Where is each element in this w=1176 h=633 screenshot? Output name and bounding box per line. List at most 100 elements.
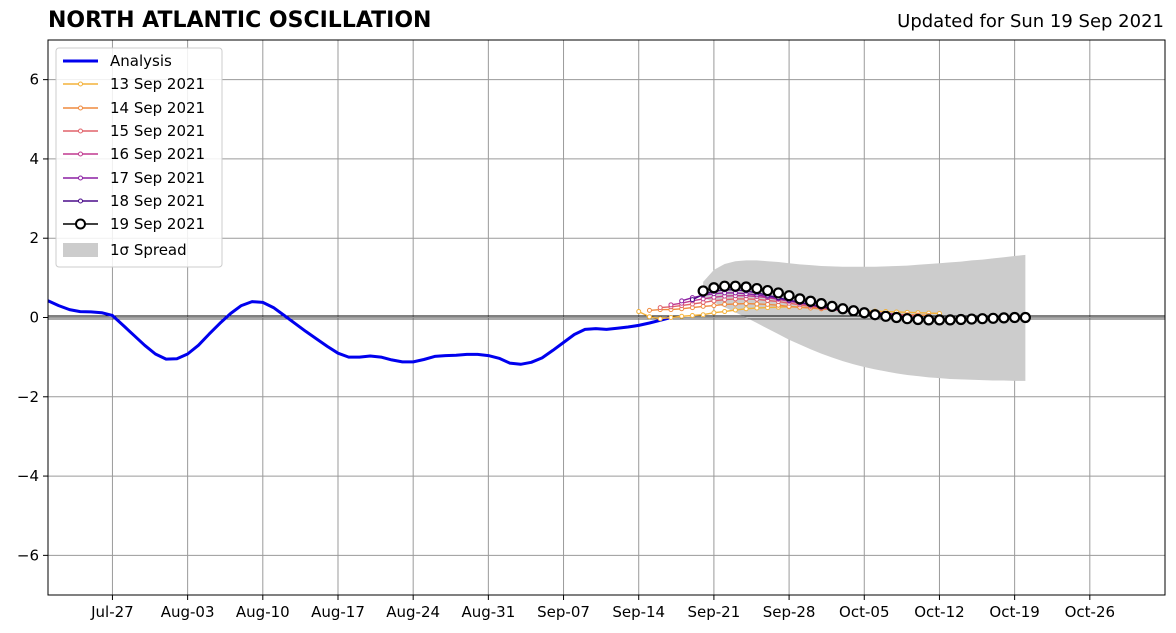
forecast-point (804, 295, 817, 307)
legend-label: 15 Sep 2021 (110, 122, 205, 140)
legend-entry: Analysis (63, 52, 172, 70)
x-tick-label: Aug-17 (311, 603, 365, 621)
legend-label: 19 Sep 2021 (110, 215, 205, 233)
axis-ticks: Jul-27 Aug-03 Aug-10 Aug-17 Aug-24 Aug-31 Sep-… (17, 39, 1166, 621)
legend-marker (78, 198, 83, 204)
plot-frame (47, 39, 1166, 596)
legend-box (55, 47, 223, 268)
x-tick-label: Oct-12 (914, 603, 964, 621)
updated-date: Updated for Sun 19 Sep 2021 (897, 11, 1164, 32)
legend-marker (75, 218, 86, 230)
legend-label: 13 Sep 2021 (110, 75, 205, 93)
legend-entry: 16 Sep 2021 (63, 145, 205, 163)
forecast-point (708, 282, 720, 294)
x-tick-label: Oct-19 (989, 603, 1039, 621)
x-tick-label: Jul-27 (90, 603, 134, 621)
forecast-point (783, 290, 795, 302)
forecast-point (729, 280, 741, 292)
legend-swatch (63, 243, 98, 257)
forecast-point (923, 314, 935, 326)
forecast-point (966, 313, 978, 325)
legend-entry: 19 Sep 2021 (63, 215, 205, 233)
x-tick-label: Sep-07 (537, 603, 590, 621)
legend-entry: 1σ Spread (63, 241, 187, 259)
legend-label: Analysis (110, 52, 172, 70)
forecast-point (880, 310, 892, 322)
legend-marker (78, 105, 83, 111)
legend-label: 1σ Spread (110, 241, 187, 259)
analysis-line (47, 299, 672, 366)
legend-marker (78, 151, 83, 157)
forecast-point (657, 305, 663, 311)
series-7 (697, 280, 1031, 326)
forecast-point (697, 285, 709, 297)
x-tick-label: Aug-10 (236, 603, 290, 621)
forecast-point (1019, 311, 1031, 324)
forecast-point (976, 313, 989, 325)
forecast-point (711, 310, 717, 316)
forecast-point (743, 301, 749, 307)
forecast-point (772, 287, 784, 299)
legend: Analysis 13 Sep 2021 14 Sep 2021 15 Sep 202… (55, 47, 223, 268)
forecast-point (826, 300, 838, 312)
forecast-point (646, 307, 652, 313)
forecast-point (689, 297, 695, 303)
x-tick-label: Oct-05 (839, 603, 889, 621)
legend-label: 18 Sep 2021 (110, 192, 205, 210)
forecast-point (700, 303, 706, 309)
forecast-point (912, 313, 924, 326)
forecast-point (837, 303, 849, 315)
forecast-point (636, 309, 642, 315)
legend-marker (78, 175, 83, 181)
forecast-point (794, 293, 806, 305)
y-tick-label: 4 (29, 150, 39, 168)
forecast-point (711, 303, 717, 309)
forecast-point (657, 316, 663, 322)
legend-marker (78, 128, 83, 134)
forecast-point (754, 301, 760, 307)
forecast-point (987, 312, 999, 324)
y-tick-label: 0 (29, 309, 39, 327)
legend-entry: 18 Sep 2021 (63, 192, 205, 210)
forecast-point (740, 281, 752, 293)
forecast-point (722, 309, 728, 315)
forecast-point (679, 298, 685, 304)
x-tick-label: Aug-03 (161, 603, 215, 621)
forecast-point (646, 314, 652, 320)
chart-title: NORTH ATLANTIC OSCILLATION (48, 8, 432, 33)
forecast-point (933, 314, 946, 326)
x-tick-label: Sep-28 (763, 603, 816, 621)
forecast-point (858, 307, 870, 319)
forecast-point (700, 312, 706, 318)
forecast-point (668, 302, 674, 308)
forecast-point (743, 306, 749, 312)
forecast-point (679, 313, 685, 319)
y-tick-label: −6 (17, 546, 39, 564)
y-tick-label: 6 (29, 71, 39, 89)
x-tick-label: Sep-14 (612, 603, 665, 621)
forecast-point (1009, 311, 1021, 324)
y-tick-label: −4 (17, 467, 39, 485)
legend-entry: 17 Sep 2021 (63, 169, 205, 187)
forecast-point (944, 314, 956, 326)
forecast-point (732, 307, 738, 313)
y-tick-label: 2 (29, 229, 39, 247)
forecast-point (815, 298, 827, 310)
legend-entry: 15 Sep 2021 (63, 122, 205, 140)
forecast-point (668, 315, 674, 320)
forecast-point (689, 313, 695, 319)
forecast-point (751, 282, 763, 295)
forecast-point (765, 301, 771, 307)
series-0 (47, 299, 672, 366)
legend-entry: 14 Sep 2021 (63, 99, 205, 117)
x-tick-label: Aug-24 (386, 603, 440, 621)
forecast-point (754, 305, 760, 311)
legend-marker (78, 81, 83, 87)
y-tick-label: −2 (17, 388, 39, 406)
series-group (47, 280, 1031, 366)
forecast-point (722, 301, 728, 307)
legend-label: 14 Sep 2021 (110, 99, 205, 117)
forecast-point (719, 280, 731, 292)
x-tick-label: Oct-26 (1065, 603, 1115, 621)
legend-entry: 13 Sep 2021 (63, 75, 205, 93)
